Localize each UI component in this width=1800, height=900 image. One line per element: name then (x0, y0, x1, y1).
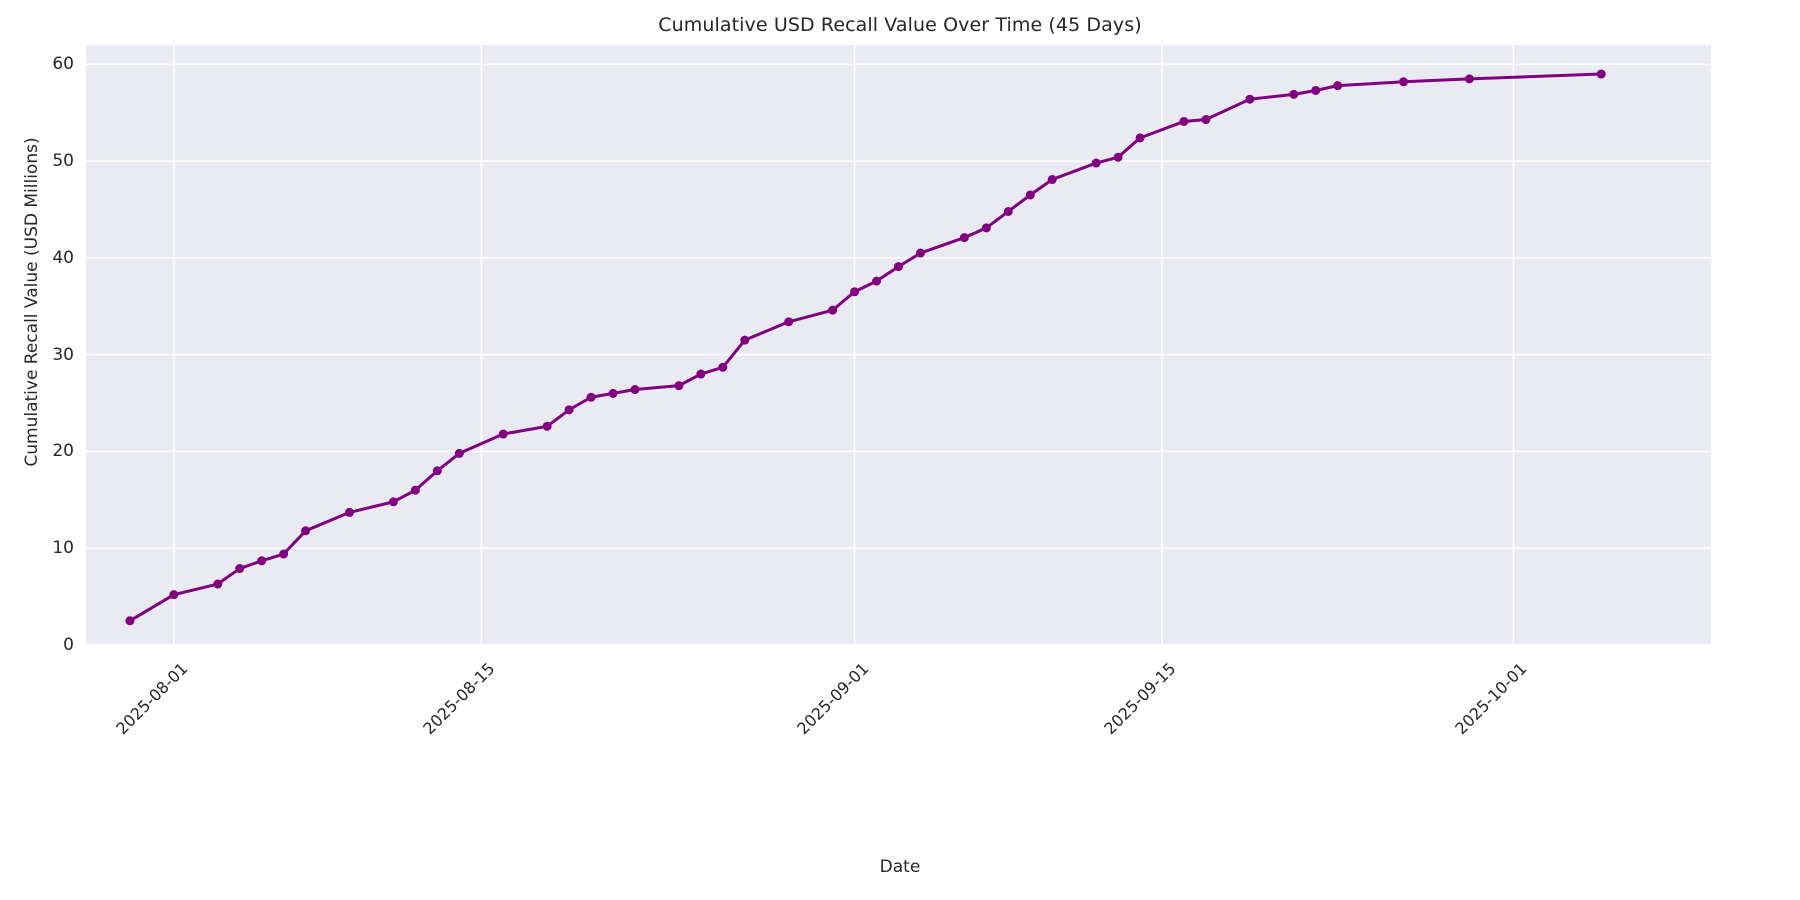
chart-title: Cumulative USD Recall Value Over Time (4… (658, 14, 1142, 36)
data-series-line (125, 69, 1606, 626)
y-axis-title: Cumulative Recall Value (USD Millions) (22, 137, 42, 467)
x-axis-tick-label: 2025-08-01 (112, 659, 192, 739)
x-axis-title: Date (879, 857, 921, 877)
y-axis-tick-label: 10 (52, 538, 74, 559)
y-axis-tick-label: 40 (52, 247, 74, 268)
y-axis-tick-label: 60 (52, 54, 74, 75)
x-axis-tick-label: 2025-10-01 (1451, 659, 1531, 739)
y-axis-tick-label: 50 (52, 151, 74, 172)
x-axis-tick-label: 2025-08-15 (419, 659, 499, 739)
grid-lines (86, 45, 1711, 646)
y-axis-tick-label: 0 (63, 635, 74, 655)
y-axis-tick-label: 30 (52, 344, 74, 365)
x-axis-tick-label: 2025-09-15 (1100, 659, 1180, 739)
x-axis-tick-label: 2025-09-01 (792, 659, 872, 739)
plot-area (86, 45, 1711, 646)
y-axis-tick-label: 20 (52, 441, 74, 462)
